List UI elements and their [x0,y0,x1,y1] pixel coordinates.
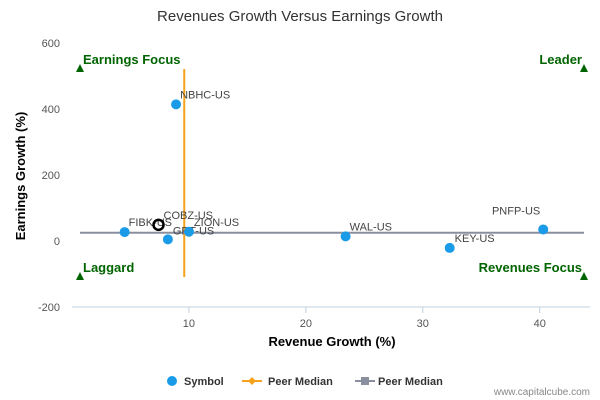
data-points: NBHC-USFIBK-USCOBZ-USGRT-USZION-USWAL-US… [119,89,549,253]
legend-square-icon [361,377,369,385]
data-point[interactable] [538,224,549,235]
y-tick-label: 400 [42,104,60,116]
x-tick-label: 10 [183,318,195,330]
legend-label-symbol: Symbol [184,376,224,388]
y-tick-label: 600 [42,38,60,50]
legend-circle-icon [167,376,177,386]
data-point[interactable] [162,234,173,245]
legend-item-symbol[interactable]: Symbol [167,376,224,388]
x-axis-ticks: 10 20 30 40 [183,307,546,330]
legend-label-peer-median-2: Peer Median [378,376,443,388]
legend-item-peer-median-horizontal[interactable]: Peer Median [355,376,443,388]
data-point[interactable] [444,242,455,253]
y-axis-ticks: -200 0 200 400 600 [38,38,60,314]
quadrant-labels: Earnings Focus Leader Laggard Revenues F… [76,52,588,280]
triangle-marker-bottom-left [76,272,84,280]
data-point[interactable] [183,226,194,237]
y-tick-label: 200 [42,170,60,182]
data-point-label: KEY-US [455,233,495,245]
y-tick-label: 0 [54,236,60,248]
y-tick-label: -200 [38,302,60,314]
legend-item-peer-median-vertical[interactable]: Peer Median [242,376,333,388]
triangle-marker-bottom-right [580,272,588,280]
chart-title: Revenues Growth Versus Earnings Growth [157,8,443,25]
data-point-label: ZION-US [194,217,239,229]
x-tick-label: 40 [534,318,546,330]
triangle-marker-top-right [580,64,588,72]
quadrant-leader: Leader [539,52,582,67]
data-point[interactable] [171,99,182,110]
x-axis-title: Revenue Growth (%) [268,334,395,349]
watermark: www.capitalcube.com [493,387,590,398]
y-axis-title: Earnings Growth (%) [13,112,28,241]
data-point-highlight[interactable] [152,218,165,232]
data-point[interactable] [340,231,351,242]
quadrant-earnings-focus: Earnings Focus [83,52,181,67]
legend: Symbol Peer Median Peer Median [167,376,443,388]
data-point-label: NBHC-US [180,89,230,101]
legend-diamond-icon [248,377,256,385]
data-point[interactable] [119,227,130,238]
data-point-label: COBZ-US [164,210,214,222]
data-point-label: PNFP-US [492,205,540,217]
triangle-marker-top-left [76,64,84,72]
x-tick-label: 20 [300,318,312,330]
data-point-label: WAL-US [350,221,392,233]
legend-label-peer-median-1: Peer Median [268,376,333,388]
x-tick-label: 30 [417,318,429,330]
quadrant-revenues-focus: Revenues Focus [479,260,582,275]
quadrant-laggard: Laggard [83,260,134,275]
